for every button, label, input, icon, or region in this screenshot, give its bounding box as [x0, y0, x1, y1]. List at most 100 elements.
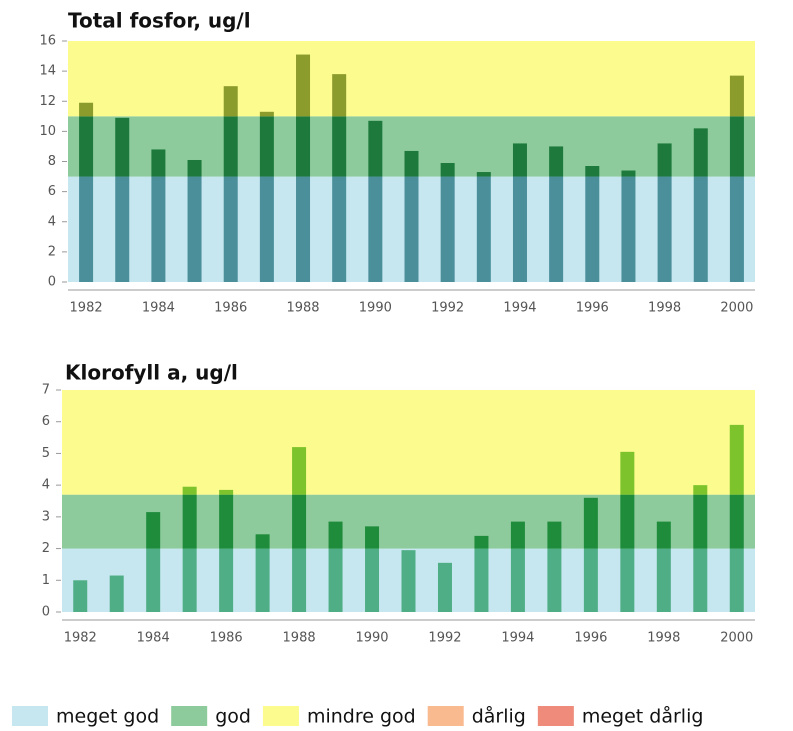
x-tick-label: 1984: [137, 631, 170, 646]
bar: [583, 548, 598, 612]
bar: [151, 176, 166, 282]
bar: [79, 176, 94, 282]
y-tick-label: 6: [48, 184, 56, 199]
bar: [656, 521, 671, 549]
bar: [255, 534, 270, 549]
bar: [693, 176, 708, 282]
bar: [223, 116, 238, 177]
y-tick-label: 5: [42, 446, 50, 461]
legend-swatch: [262, 706, 299, 726]
x-tick-label: 1998: [647, 631, 680, 646]
bar: [368, 120, 383, 177]
bar: [328, 521, 343, 549]
x-tick-label: 1990: [355, 631, 388, 646]
bar: [693, 548, 708, 612]
y-tick-label: 8: [48, 154, 56, 169]
bar: [365, 548, 380, 612]
bar: [223, 176, 238, 282]
bar: [109, 575, 124, 612]
band: [68, 41, 755, 117]
bar: [729, 424, 744, 495]
bar: [547, 521, 562, 549]
bar: [657, 176, 672, 282]
bar: [73, 580, 88, 612]
y-tick-label: 7: [42, 383, 50, 398]
bar: [729, 116, 744, 177]
bar: [585, 166, 600, 177]
bar: [296, 116, 311, 177]
bar: [292, 548, 307, 612]
bar: [328, 548, 343, 612]
x-tick-label: 1990: [359, 301, 392, 316]
legend-label: meget god: [56, 706, 159, 728]
x-tick-label: 1992: [428, 631, 461, 646]
bar: [79, 116, 94, 177]
x-tick-label: 1996: [574, 631, 607, 646]
bar: [146, 512, 161, 549]
bar: [729, 494, 744, 549]
bar: [365, 526, 380, 549]
bar: [510, 521, 525, 549]
bar: [332, 176, 347, 282]
chart-title: Klorofyll a, ug/l: [65, 361, 238, 385]
y-tick-label: 2: [48, 244, 56, 259]
bar: [151, 149, 166, 177]
y-tick-label: 1: [42, 573, 50, 588]
x-tick-label: 1996: [576, 301, 609, 316]
bar: [476, 176, 491, 282]
x-tick-label: 1998: [648, 301, 681, 316]
x-tick-label: 1994: [501, 631, 534, 646]
bar: [437, 562, 452, 612]
bar: [620, 548, 635, 612]
bar: [296, 176, 311, 282]
bar: [547, 548, 562, 612]
bar: [296, 54, 311, 117]
y-tick-label: 0: [42, 605, 50, 620]
bar: [583, 497, 598, 549]
bar: [292, 494, 307, 549]
bar: [620, 494, 635, 549]
bar: [219, 548, 234, 612]
bar: [182, 494, 197, 549]
legend-label: meget dårlig: [582, 705, 704, 728]
bar: [512, 176, 527, 282]
bar: [182, 548, 197, 612]
bar: [259, 176, 274, 282]
y-tick-label: 4: [42, 478, 50, 493]
y-tick-label: 4: [48, 214, 56, 229]
x-tick-label: 1982: [64, 631, 97, 646]
bar: [79, 102, 94, 117]
bar: [404, 150, 419, 177]
bar: [693, 485, 708, 495]
bar: [621, 176, 636, 282]
y-tick-label: 3: [42, 509, 50, 524]
legend-swatch: [537, 706, 574, 726]
x-tick-label: 1982: [70, 301, 103, 316]
x-tick-label: 2000: [720, 301, 753, 316]
y-tick-label: 14: [39, 64, 56, 79]
bar: [621, 170, 636, 177]
bar: [187, 159, 202, 177]
bar: [332, 116, 347, 177]
legend-swatch: [427, 706, 464, 726]
bar: [729, 176, 744, 282]
legend-swatch: [12, 706, 48, 726]
bar: [259, 111, 274, 117]
bar: [512, 143, 527, 177]
bar: [510, 548, 525, 612]
bar: [332, 74, 347, 117]
x-tick-label: 1988: [283, 631, 316, 646]
bar: [474, 548, 489, 612]
bar: [729, 75, 744, 117]
legend-label: god: [215, 706, 251, 728]
bar: [585, 176, 600, 282]
x-tick-label: 1984: [142, 301, 175, 316]
y-tick-label: 16: [39, 34, 56, 49]
bar: [255, 548, 270, 612]
x-tick-label: 1988: [286, 301, 319, 316]
bar: [182, 486, 197, 495]
bar: [693, 128, 708, 177]
x-tick-label: 1986: [214, 301, 247, 316]
bar: [549, 176, 564, 282]
bar: [146, 548, 161, 612]
